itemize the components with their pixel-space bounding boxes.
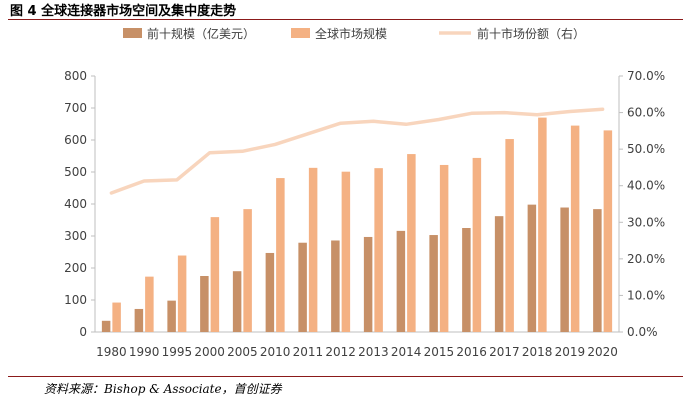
bar-global xyxy=(538,117,547,332)
right-tick-label: 50.0% xyxy=(627,142,665,156)
x-tick-label: 2011 xyxy=(293,345,324,359)
legend: 前十规模（亿美元） 全球市场规模 前十市场份额（右） xyxy=(123,26,585,41)
right-axis: 0.0% 10.0% 20.0% 30.0% 40.0% 50.0% 60.0% 70.0% xyxy=(618,69,665,339)
x-tick-label: 2015 xyxy=(424,345,455,359)
x-tick-label: 1990 xyxy=(129,345,160,359)
bar-global xyxy=(308,167,318,332)
x-tick-label: 2005 xyxy=(227,345,258,359)
left-tick-label: 300 xyxy=(64,229,87,243)
left-axis: 0 100 200 300 400 500 600 700 800 xyxy=(64,69,96,339)
bar-global xyxy=(374,168,383,332)
source-note: 资料来源：Bishop & Associate，首创证券 xyxy=(44,382,282,396)
x-tick-label: 1995 xyxy=(162,345,193,359)
bar-top10 xyxy=(200,276,209,332)
left-tick-label: 600 xyxy=(64,133,87,147)
bar-top10 xyxy=(298,242,307,332)
right-tick-label: 10.0% xyxy=(627,288,665,302)
x-tick-label: 2000 xyxy=(194,345,225,359)
bar-global xyxy=(505,139,514,332)
bar-top10 xyxy=(101,320,111,332)
legend-top10-swatch xyxy=(123,28,142,38)
left-tick-label: 800 xyxy=(64,69,87,83)
bar-top10 xyxy=(232,271,242,332)
bars xyxy=(101,117,613,332)
bar-global xyxy=(341,171,351,332)
bar-global xyxy=(177,255,187,332)
left-tick-label: 500 xyxy=(64,165,87,179)
bar-top10 xyxy=(429,235,438,332)
bar-global xyxy=(570,125,580,332)
x-tick-label: 2014 xyxy=(391,345,422,359)
bar-global xyxy=(112,302,121,332)
x-axis: 1980 1990 1995 2000 2005 2010 2011 2012 2013 2014… xyxy=(95,331,619,359)
right-tick-label: 30.0% xyxy=(627,215,665,229)
left-tick-label: 0 xyxy=(79,325,87,339)
right-tick-label: 20.0% xyxy=(627,252,665,266)
x-tick-label: 2010 xyxy=(260,345,291,359)
bar-top10 xyxy=(167,300,176,332)
bar-top10 xyxy=(396,230,406,332)
bar-global xyxy=(407,154,416,332)
bar-global xyxy=(603,130,613,332)
bar-top10 xyxy=(462,228,471,332)
x-tick-label: 2018 xyxy=(522,345,553,359)
bar-global xyxy=(276,178,285,332)
bar-global xyxy=(210,217,220,332)
x-tick-label: 2012 xyxy=(325,345,356,359)
bar-top10 xyxy=(527,204,537,332)
left-tick-label: 100 xyxy=(64,293,87,307)
x-tick-label: 2019 xyxy=(555,345,586,359)
share-line xyxy=(109,107,605,195)
bar-top10 xyxy=(331,240,340,332)
legend-share-label: 前十市场份额（右） xyxy=(477,26,585,41)
legend-global-label: 全球市场规模 xyxy=(315,26,387,41)
legend-top10-label: 前十规模（亿美元） xyxy=(147,26,255,41)
bar-top10 xyxy=(134,308,144,332)
left-tick-label: 400 xyxy=(64,197,87,211)
x-tick-label: 2016 xyxy=(456,345,487,359)
bar-top10 xyxy=(494,216,504,332)
bar-top10 xyxy=(593,209,602,332)
bar-global xyxy=(243,209,252,332)
x-tick-label: 2013 xyxy=(358,345,389,359)
source-rule xyxy=(8,376,683,377)
share-line-layer xyxy=(109,107,605,195)
bar-top10 xyxy=(560,207,569,332)
right-tick-label: 40.0% xyxy=(627,179,665,193)
right-tick-label: 70.0% xyxy=(627,69,665,83)
x-tick-label: 1980 xyxy=(96,345,127,359)
left-tick-label: 200 xyxy=(64,261,87,275)
legend-global-swatch xyxy=(291,28,310,38)
bar-global xyxy=(145,276,154,332)
bar-global xyxy=(439,164,449,332)
bar-global xyxy=(472,157,482,332)
bar-top10 xyxy=(363,236,373,332)
bar-top10 xyxy=(265,252,275,332)
x-tick-label: 2020 xyxy=(587,345,618,359)
right-tick-label: 0.0% xyxy=(627,325,658,339)
right-tick-label: 60.0% xyxy=(627,106,665,120)
title-rule xyxy=(8,19,683,20)
figure-title: 图 4 全球连接器市场空间及集中度走势 xyxy=(10,4,237,19)
left-tick-label: 700 xyxy=(64,101,87,115)
x-tick-label: 2017 xyxy=(489,345,520,359)
